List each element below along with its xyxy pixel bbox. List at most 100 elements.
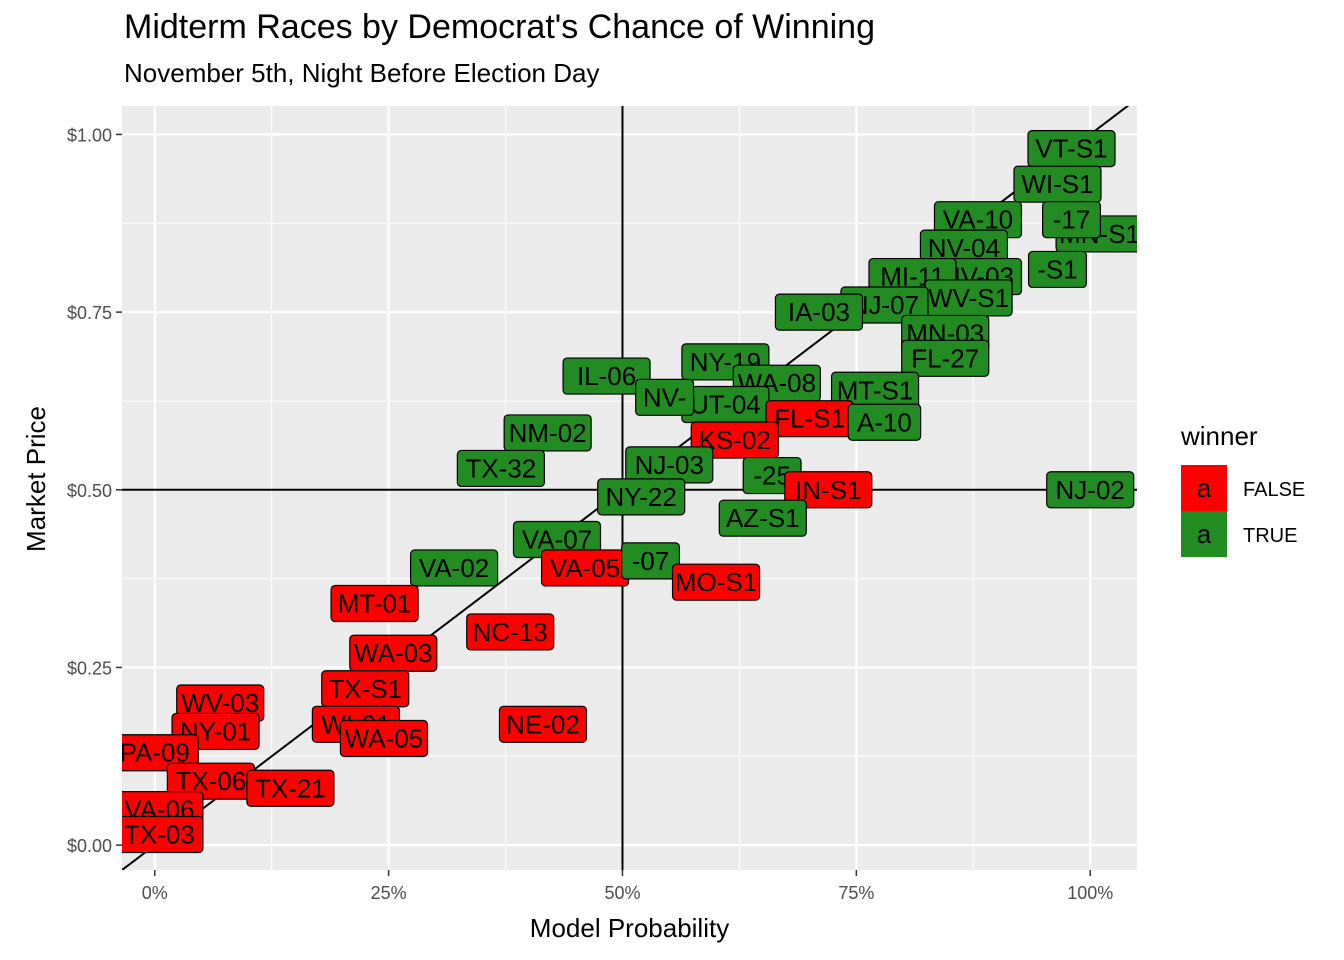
x-tick-label: 0% xyxy=(142,883,168,903)
y-axis-title: Market Price xyxy=(21,406,51,552)
data-label: MT-01 xyxy=(330,584,419,623)
data-label-text: VT-S1 xyxy=(1035,134,1107,164)
data-label-box xyxy=(339,719,429,758)
data-label-text: WA-05 xyxy=(345,724,424,754)
chart-subtitle: November 5th, Night Before Election Day xyxy=(124,58,600,88)
legend-key-false xyxy=(1181,465,1227,511)
data-label-text: WI-S1 xyxy=(1021,169,1093,199)
data-label-text: WA-03 xyxy=(354,638,433,668)
data-label: UT-04 xyxy=(681,385,770,424)
data-label-text: TX-32 xyxy=(465,453,536,483)
data-label-box xyxy=(409,549,499,587)
y-tick-label: $0.75 xyxy=(67,303,112,323)
data-label-text: FL-S1 xyxy=(774,404,845,434)
data-label-text: MO-S1 xyxy=(675,567,757,597)
data-label: TX-S1 xyxy=(321,670,410,708)
data-label-text: AZ-S1 xyxy=(726,503,800,533)
data-labels: VT-S1WI-S1VA-10NV-04MN-S1-17-S1NV-03MI-1… xyxy=(122,130,1137,854)
data-label: IA-03 xyxy=(774,293,864,331)
data-label-box xyxy=(503,414,592,452)
data-label-box xyxy=(562,357,651,395)
y-tick-label: $1.00 xyxy=(67,125,112,145)
data-label-text: NE-02 xyxy=(506,709,580,739)
data-label-text: FL-27 xyxy=(911,343,979,373)
data-label-text: -17 xyxy=(1053,205,1091,235)
data-label-text: UT-04 xyxy=(690,389,761,419)
data-label: A-10 xyxy=(847,403,922,441)
data-label-box xyxy=(122,734,199,772)
data-label-box xyxy=(635,378,695,416)
data-label: NM-02 xyxy=(503,414,592,452)
chart-title: Midterm Races by Democrat's Chance of Wi… xyxy=(124,8,875,46)
legend: winner a FALSE a TRUE xyxy=(1180,421,1305,557)
data-label-box xyxy=(1027,250,1087,289)
data-label-box xyxy=(718,499,807,537)
data-label: NC-13 xyxy=(466,613,555,651)
data-label-text: VA-05 xyxy=(550,553,620,583)
data-label-box xyxy=(901,339,990,377)
data-label: KS-02 xyxy=(690,421,779,459)
y-tick-label: $0.00 xyxy=(67,836,112,856)
data-label-text: -07 xyxy=(632,546,670,576)
data-label: -17 xyxy=(1042,201,1102,239)
data-label: VA-02 xyxy=(409,549,499,587)
data-label: WA-03 xyxy=(349,634,438,672)
axes: 0% 25% 50% 75% 100% $0.00 $0.25 $0.50 $0.75 $1.00 xyxy=(67,125,1113,903)
data-label: -25 xyxy=(742,456,802,495)
data-label-text: VA-02 xyxy=(419,553,489,583)
data-label: TX-21 xyxy=(246,769,335,807)
data-label: IN-S1 xyxy=(784,471,873,509)
data-label-box xyxy=(671,563,761,601)
data-label-text: TX-S1 xyxy=(328,674,402,704)
data-label: PA-09 xyxy=(122,734,199,772)
data-label: NY-22 xyxy=(597,478,686,516)
data-label-box xyxy=(774,293,864,331)
data-label-box xyxy=(847,403,922,441)
data-label: FL-S1 xyxy=(765,400,854,438)
x-tick-label: 50% xyxy=(604,883,640,903)
data-label-box xyxy=(621,542,681,580)
data-label-text: MT-01 xyxy=(338,588,412,618)
legend-key-glyph: a xyxy=(1197,519,1212,549)
data-label-box xyxy=(1042,201,1102,239)
legend-title: winner xyxy=(1180,421,1258,451)
data-label: WV-S1 xyxy=(924,279,1013,317)
data-label-text: IN-S1 xyxy=(795,475,861,505)
data-label-text: IL-06 xyxy=(577,361,636,391)
data-label-box xyxy=(690,421,779,459)
data-label-box xyxy=(330,584,419,623)
data-label: NV- xyxy=(635,378,695,416)
data-label: WI-S1 xyxy=(1013,165,1102,203)
data-label-text: -S1 xyxy=(1037,254,1077,284)
data-label: NJ-03 xyxy=(625,446,714,484)
data-label: TX-32 xyxy=(456,449,545,488)
data-label: -S1 xyxy=(1027,250,1087,289)
x-axis-title: Model Probability xyxy=(530,913,729,943)
data-label-text: TX-21 xyxy=(255,773,326,803)
data-label-box xyxy=(498,705,588,743)
data-label-text: NJ-03 xyxy=(635,450,704,480)
x-tick-label: 75% xyxy=(838,883,874,903)
data-label-box xyxy=(784,471,873,509)
data-label: VA-05 xyxy=(540,549,630,587)
data-label-text: WV-S1 xyxy=(928,283,1009,313)
data-label: VT-S1 xyxy=(1027,130,1116,168)
legend-label-true: TRUE xyxy=(1243,525,1297,547)
data-label: NE-02 xyxy=(498,705,588,743)
data-label: NJ-02 xyxy=(1046,471,1135,509)
data-label-text: TX-03 xyxy=(124,819,195,849)
data-label: MO-S1 xyxy=(671,563,761,601)
y-tick-label: $0.50 xyxy=(67,481,112,501)
x-tick-label: 100% xyxy=(1067,883,1113,903)
data-label: -07 xyxy=(621,542,681,580)
data-label: FL-27 xyxy=(901,339,990,377)
data-label-box xyxy=(456,449,545,488)
data-label-box xyxy=(246,769,335,807)
data-label: IL-06 xyxy=(562,357,651,395)
data-label-text: NM-02 xyxy=(509,418,587,448)
data-label-text: A-10 xyxy=(857,407,912,437)
data-label-text: NJ-02 xyxy=(1056,475,1125,505)
legend-key-true xyxy=(1181,511,1227,557)
legend-key-glyph: a xyxy=(1197,473,1212,503)
